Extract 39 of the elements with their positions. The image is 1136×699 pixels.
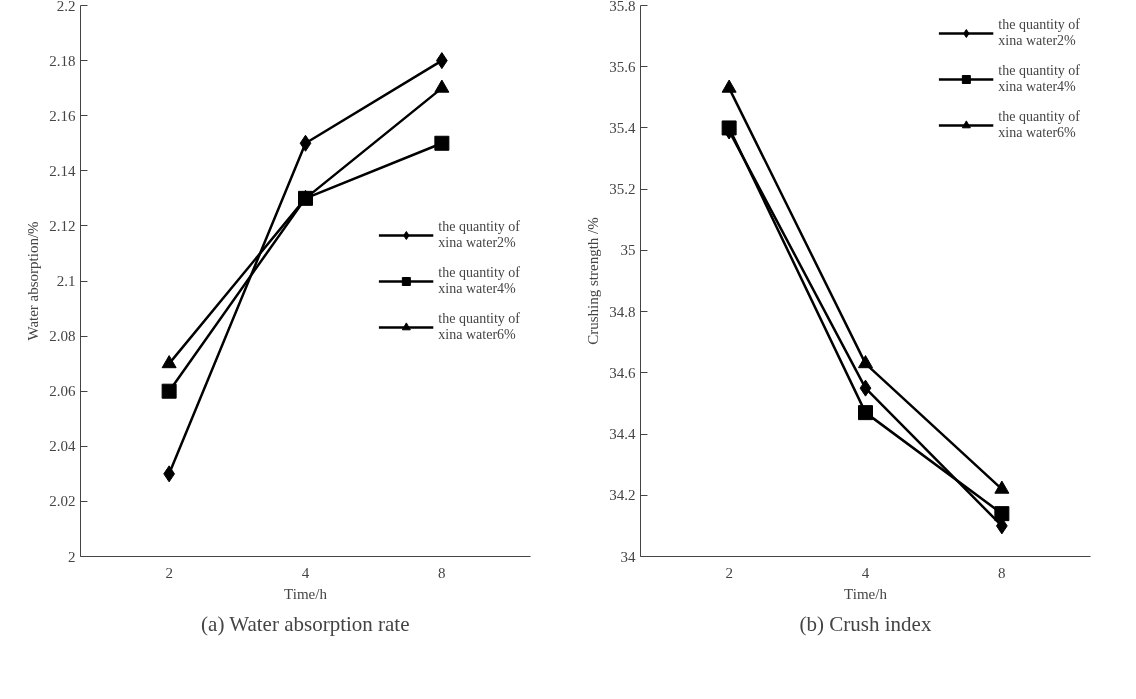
y-tick-label: 2 [68, 548, 76, 565]
legend-label: the quantity of xina water2% [998, 16, 1080, 50]
y-tick-label: 34.8 [609, 303, 636, 320]
y-tick-label: 2.2 [56, 0, 76, 14]
y-axis-title: Water absorption/% [25, 221, 42, 341]
y-axis-title: Crushing strength /% [585, 217, 602, 345]
y-tick-label: 35.6 [609, 58, 636, 75]
y-tick-label: 2.06 [49, 383, 76, 400]
y-tick-label: 34.2 [609, 487, 636, 504]
y-tick-label: 2.18 [49, 52, 76, 69]
x-axis-title: Time/h [844, 585, 888, 602]
legend-label: the quantity of xina water6% [438, 309, 520, 344]
y-tick-label: 2.1 [56, 273, 76, 289]
y-tick-label: 2.04 [49, 438, 76, 455]
y-tick-label: 35.2 [609, 181, 636, 198]
y-tick-label: 35 [620, 242, 636, 259]
y-tick-label: 2.12 [49, 217, 76, 234]
y-tick-label: 34 [620, 548, 636, 565]
text: (a) Water absorption rate [201, 611, 410, 636]
legend-label: the quantity of xina water2% [438, 217, 520, 252]
text: (b) Crush index [799, 611, 932, 636]
y-tick-label: 34.4 [609, 426, 636, 443]
legend-label: the quantity of xina water4% [438, 263, 520, 298]
y-tick-label: 35.8 [609, 0, 636, 14]
y-tick-label: 34.6 [609, 364, 636, 381]
x-tick-label: 8 [438, 564, 446, 581]
x-tick-label: 2 [725, 564, 733, 581]
legend-label: the quantity of xina water6% [998, 108, 1080, 142]
y-tick-label: 2.02 [49, 493, 76, 510]
x-tick-label: 4 [861, 564, 870, 581]
x-tick-label: 4 [301, 564, 310, 581]
legend-label: the quantity of xina water4% [998, 62, 1080, 96]
y-tick-label: 2.14 [49, 162, 76, 179]
y-tick-label: 2.16 [49, 107, 76, 124]
x-tick-label: 2 [165, 564, 173, 581]
x-axis-title: Time/h [284, 585, 328, 602]
y-tick-label: 35.4 [609, 119, 636, 136]
x-tick-label: 8 [998, 564, 1006, 581]
y-tick-label: 2.08 [49, 328, 76, 345]
